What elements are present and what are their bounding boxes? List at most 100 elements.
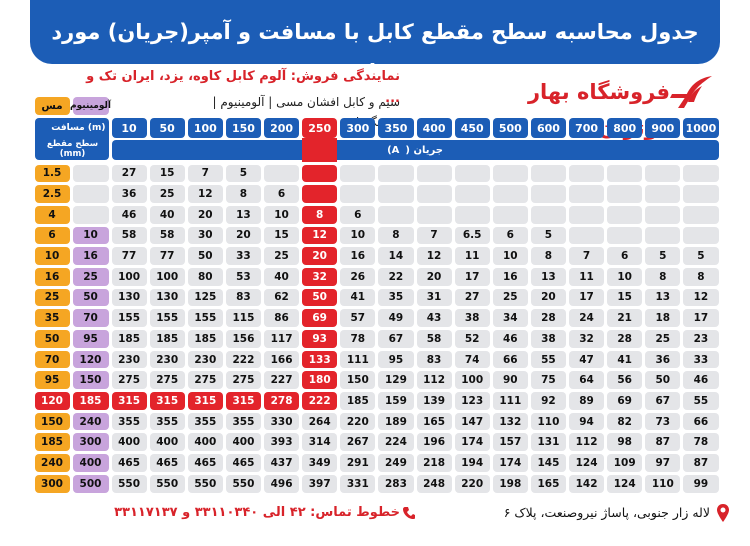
aluminum-size: 150 <box>72 371 109 390</box>
current-value: 50 <box>302 288 338 307</box>
current-value: 275 <box>111 371 147 390</box>
current-value: 400 <box>111 433 147 452</box>
current-value: 83 <box>416 350 452 369</box>
current-value: 465 <box>187 454 223 472</box>
current-value: 6 <box>607 247 643 265</box>
current-value <box>683 226 719 245</box>
current-value: 110 <box>530 412 566 431</box>
current-value: 55 <box>683 392 719 410</box>
current-value: 150 <box>340 371 376 390</box>
current-value <box>569 185 605 203</box>
distance-header: 1000 <box>683 118 719 138</box>
current-value: 58 <box>149 226 185 245</box>
current-value: 50 <box>187 247 223 265</box>
current-value <box>530 164 566 183</box>
current-value: 196 <box>416 433 452 452</box>
distance-header: 100 <box>187 118 223 138</box>
current-value: 33 <box>225 247 261 265</box>
current-value: 56 <box>607 371 643 390</box>
current-value: 5 <box>530 226 566 245</box>
current-value: 67 <box>378 330 414 348</box>
copper-size: 16 <box>34 267 70 286</box>
copper-size: 6 <box>34 226 70 245</box>
current-value <box>302 185 338 203</box>
current-value: 38 <box>530 330 566 348</box>
current-value: 7 <box>416 226 452 245</box>
current-value: 16 <box>492 267 528 286</box>
current-value <box>264 164 300 183</box>
current-value: 92 <box>530 392 566 410</box>
current-value: 230 <box>149 350 185 369</box>
current-value: 21 <box>607 309 643 327</box>
aluminum-size: 16 <box>72 247 109 265</box>
distance-header: 250 <box>302 118 338 138</box>
current-value: 8 <box>302 205 338 224</box>
distance-header: 150 <box>225 118 261 138</box>
current-value: 99 <box>683 474 719 493</box>
current-value <box>492 164 528 183</box>
current-value: 34 <box>492 309 528 327</box>
current-value: 43 <box>416 309 452 327</box>
corner-box <box>34 118 109 160</box>
current-value: 80 <box>187 267 223 286</box>
current-value: 5 <box>645 247 681 265</box>
logo-icon <box>670 76 712 108</box>
copper-size: 4 <box>34 205 70 224</box>
copper-size: 35 <box>34 309 70 327</box>
copper-size: 300 <box>34 474 70 493</box>
current-value: 222 <box>302 392 338 410</box>
current-value <box>378 205 414 224</box>
copper-size: 2.5 <box>34 185 70 203</box>
current-value: 314 <box>302 433 338 452</box>
current-value: 218 <box>416 454 452 472</box>
current-value: 275 <box>187 371 223 390</box>
current-value: 57 <box>340 309 376 327</box>
current-value <box>302 164 338 183</box>
current-value: 220 <box>454 474 490 493</box>
current-value: 20 <box>530 288 566 307</box>
current-value: 550 <box>225 474 261 493</box>
current-value: 496 <box>264 474 300 493</box>
distance-header: 10 <box>111 118 147 138</box>
current-value: 132 <box>492 412 528 431</box>
current-value: 125 <box>187 288 223 307</box>
current-value: 77 <box>111 247 147 265</box>
aluminum-size: 25 <box>72 267 109 286</box>
current-value: 156 <box>225 330 261 348</box>
current-value: 8 <box>683 267 719 286</box>
current-value: 315 <box>187 392 223 410</box>
distance-header: 700 <box>569 118 605 138</box>
current-value: 25 <box>149 185 185 203</box>
current-value: 330 <box>264 412 300 431</box>
current-value: 6 <box>340 205 376 224</box>
copper-size: 95 <box>34 371 70 390</box>
current-value: 66 <box>492 350 528 369</box>
current-value: 25 <box>645 330 681 348</box>
current-value: 264 <box>302 412 338 431</box>
current-value: 159 <box>378 392 414 410</box>
current-value: 26 <box>340 267 376 286</box>
current-value: 331 <box>340 474 376 493</box>
copper-size: 240 <box>34 454 70 472</box>
current-value: 40 <box>149 205 185 224</box>
current-value: 142 <box>569 474 605 493</box>
current-value: 87 <box>683 454 719 472</box>
current-value: 145 <box>530 454 566 472</box>
current-value <box>645 226 681 245</box>
current-value: 95 <box>378 350 414 369</box>
current-value: 12 <box>416 247 452 265</box>
current-value: 40 <box>264 267 300 286</box>
current-value: 248 <box>416 474 452 493</box>
current-value: 283 <box>378 474 414 493</box>
current-value: 185 <box>340 392 376 410</box>
distance-header: 600 <box>530 118 566 138</box>
current-value: 355 <box>149 412 185 431</box>
current-value: 315 <box>149 392 185 410</box>
section-label: سطح مقطع (mm) <box>46 139 99 159</box>
current-value: 315 <box>225 392 261 410</box>
current-value <box>607 185 643 203</box>
current-value: 27 <box>454 288 490 307</box>
aluminum-size: 500 <box>72 474 109 493</box>
current-value: 166 <box>264 350 300 369</box>
current-value <box>683 164 719 183</box>
